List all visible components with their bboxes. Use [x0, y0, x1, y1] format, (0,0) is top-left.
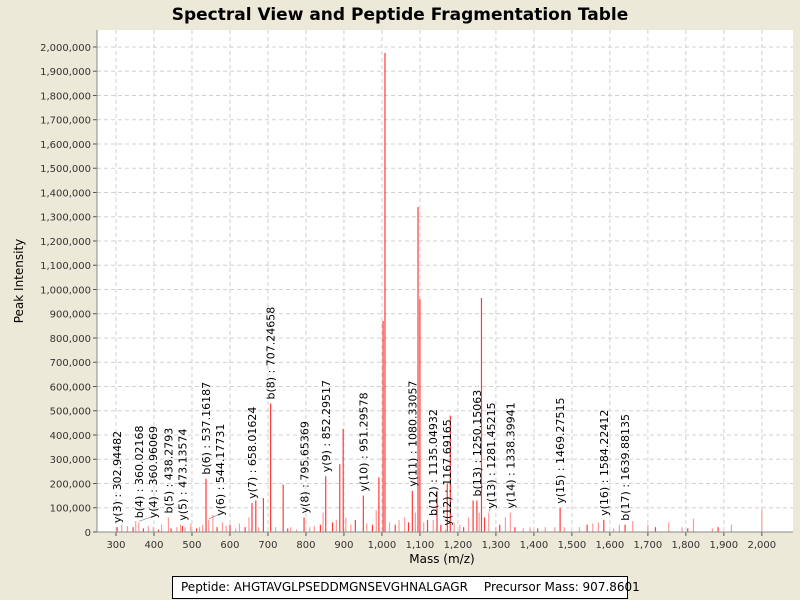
grid [97, 30, 793, 532]
x-tick-label: 900 [334, 540, 353, 551]
fragment-label: y(15) : 1469.27515 [554, 397, 567, 503]
peptide-info-box: Peptide: AHGTAVGLPSEDDMGNSEVGHNALGAGR Pre… [172, 576, 640, 599]
x-tick-label: 1,500 [558, 540, 587, 551]
x-tick-label: 1,100 [406, 540, 435, 551]
x-tick-label: 1,700 [634, 540, 663, 551]
y-tick-label: 1,000,000 [40, 285, 91, 296]
y-tick-label: 1,800,000 [40, 91, 91, 102]
y-tick-label: 1,200,000 [40, 237, 91, 248]
y-tick-label: 1,100,000 [40, 261, 91, 272]
x-tick-label: 2,000 [748, 540, 777, 551]
x-tick-label: 1,800 [672, 540, 701, 551]
x-tick-label: 1,600 [596, 540, 625, 551]
fragment-label: y(8) : 795.65369 [298, 421, 311, 513]
x-tick-label: 1,900 [710, 540, 739, 551]
x-tick-label: 1,400 [520, 540, 549, 551]
fragment-label: y(13) : 1281.45215 [485, 402, 498, 508]
x-tick-label: 1,300 [482, 540, 511, 551]
y-tick-label: 500,000 [50, 407, 91, 418]
fragment-label: y(5) : 473.13574 [177, 428, 190, 520]
y-tick-label: 1,400,000 [40, 188, 91, 199]
fragment-label: b(17) : 1639.88135 [619, 414, 632, 521]
x-tick-label: 300 [106, 540, 125, 551]
x-tick-label: 1,000 [368, 540, 397, 551]
y-tick-label: 700,000 [50, 358, 91, 369]
chart-title: Spectral View and Peptide Fragmentation … [172, 5, 629, 25]
fragment-label: y(12) : 1167.69165 [441, 419, 454, 525]
label-leader-line [488, 506, 492, 512]
x-tick-label: 400 [144, 540, 163, 551]
axes: 300 400 500 600 700 800 900 1,000 1,100 1,200 1,30… [40, 30, 793, 551]
fragment-label: b(5) : 438.2793 [163, 428, 176, 514]
y-tick-label: 1,600,000 [40, 140, 91, 151]
x-tick-label: 500 [182, 540, 201, 551]
x-tick-label: 700 [258, 540, 277, 551]
y-tick-label: 200,000 [50, 479, 91, 490]
precursor-mass: Precursor Mass: 907.8601 [483, 580, 640, 594]
y-tick-label: 1,500,000 [40, 164, 91, 175]
fragment-label: y(3) : 302.94482 [111, 431, 124, 523]
y-tick-label: 600,000 [50, 382, 91, 393]
x-tick-label: 1,200 [444, 540, 473, 551]
fragment-label: y(14) : 1338.39941 [504, 402, 517, 508]
fragment-label: b(4) : 360.02168 [133, 426, 146, 519]
fragment-label: b(12) : 1135.04932 [427, 409, 440, 516]
peptide-sequence: Peptide: AHGTAVGLPSEDDMGNSEVGHNALGAGR [181, 580, 468, 594]
y-tick-label: 100,000 [50, 504, 91, 515]
y-tick-label: 1,900,000 [40, 67, 91, 78]
y-tick-label: 1,300,000 [40, 213, 91, 224]
fragment-label: b(8) : 707.24658 [265, 307, 278, 400]
fragment-label: b(13) : 1250.15063 [471, 390, 484, 497]
x-tick-label: 600 [220, 540, 239, 551]
y-tick-label: 0 [85, 528, 91, 539]
y-tick-label: 900,000 [50, 310, 91, 321]
y-tick-label: 800,000 [50, 334, 91, 345]
plot-area [97, 30, 793, 532]
fragment-label: y(7) : 658.01624 [246, 407, 259, 499]
label-leader-line [208, 513, 221, 520]
fragment-label: y(9) : 852.29517 [320, 380, 333, 472]
fragment-label: y(4) : 360.96069 [147, 426, 160, 518]
y-tick-label: 400,000 [50, 431, 91, 442]
fragment-label: y(11) : 1080.33057 [406, 380, 419, 486]
label-leader-line [139, 515, 153, 522]
annotations: y(3) : 302.94482 b(4) : 360.02168 y(4) : 3… [111, 307, 632, 526]
fragment-label: y(16) : 1584.22412 [598, 410, 611, 516]
x-tick-label: 800 [296, 540, 315, 551]
fragment-label: b(6) : 537.16187 [200, 382, 213, 475]
y-axis-label: Peak Intensity [12, 239, 26, 324]
fragment-label: y(10) : 951.29578 [357, 392, 370, 491]
fragment-label: y(6) : 544.17731 [214, 424, 227, 516]
x-axis-label: Mass (m/z) [409, 552, 474, 566]
y-tick-label: 2,000,000 [40, 43, 91, 54]
y-tick-label: 300,000 [50, 455, 91, 466]
y-tick-label: 1,700,000 [40, 116, 91, 127]
peaks [116, 53, 763, 532]
